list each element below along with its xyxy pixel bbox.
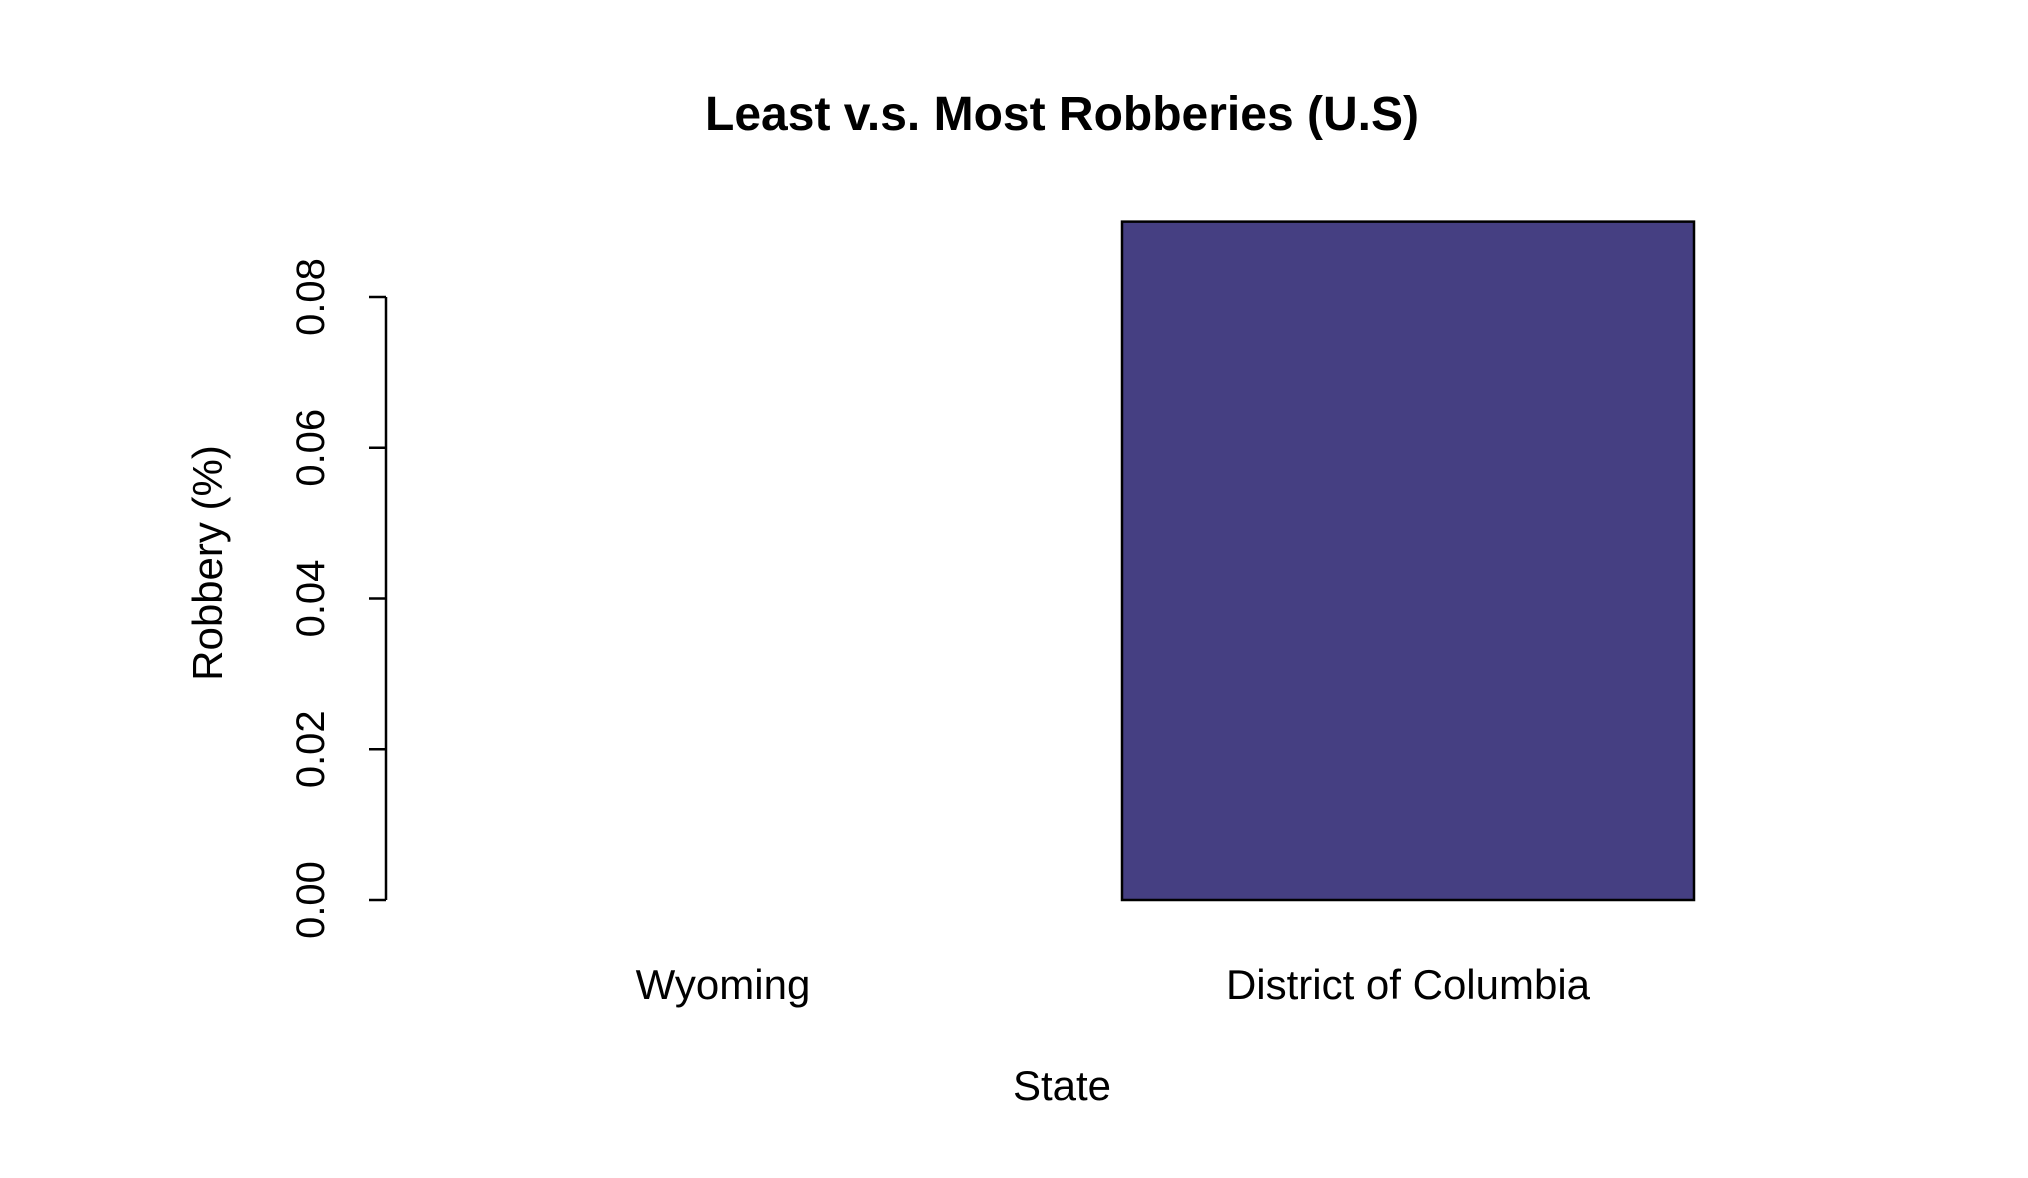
x-tick-label: District of Columbia	[1226, 961, 1591, 1008]
bars-group	[1120, 220, 1696, 902]
x-tick-label: Wyoming	[636, 961, 811, 1008]
chart-title: Least v.s. Most Robberies (U.S)	[705, 88, 1419, 141]
y-tick-label: 0.04	[289, 560, 333, 638]
bar-district-of-columbia	[1120, 220, 1696, 902]
x-axis-label: State	[1013, 1062, 1111, 1109]
y-tick-label: 0.08	[289, 258, 333, 336]
y-axis-ticks: 0.00 0.02 0.04 0.06 0.08	[289, 258, 386, 939]
x-axis-tick-labels: Wyoming District of Columbia	[636, 961, 1591, 1008]
y-tick-label: 0.02	[289, 710, 333, 788]
y-tick-label: 0.06	[289, 409, 333, 487]
y-tick-label: 0.00	[289, 861, 333, 939]
y-axis-label: Robbery (%)	[184, 445, 231, 681]
